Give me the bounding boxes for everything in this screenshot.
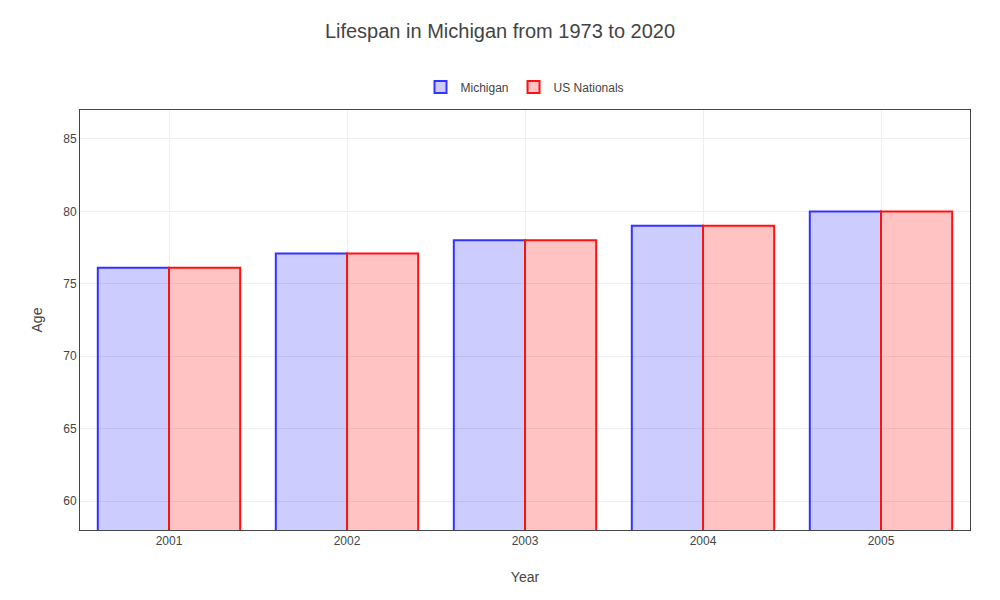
svg-text:85: 85 (63, 132, 77, 146)
svg-text:2005: 2005 (868, 534, 895, 548)
svg-text:Age: Age (29, 307, 45, 332)
svg-text:US Nationals: US Nationals (554, 81, 624, 95)
svg-text:2002: 2002 (334, 534, 361, 548)
svg-text:2004: 2004 (690, 534, 717, 548)
svg-text:Michigan: Michigan (461, 81, 509, 95)
svg-text:60: 60 (63, 494, 77, 508)
svg-text:80: 80 (63, 205, 77, 219)
svg-text:65: 65 (63, 422, 77, 436)
svg-text:2001: 2001 (156, 534, 183, 548)
svg-text:Year: Year (511, 569, 540, 585)
svg-text:Lifespan in Michigan from 1973: Lifespan in Michigan from 1973 to 2020 (325, 20, 675, 42)
svg-text:2003: 2003 (512, 534, 539, 548)
svg-text:70: 70 (63, 349, 77, 363)
svg-text:75: 75 (63, 277, 77, 291)
